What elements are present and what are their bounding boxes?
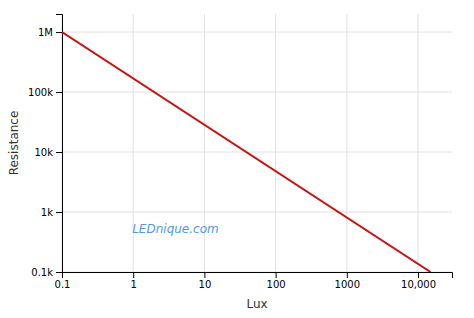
chart: 0.1 1 10 100 1000 10,000 0.1k 1k 10k 100k 1M LEDniq… [0,0,474,318]
y-tick-mark [56,152,62,153]
y-tick: 1k [41,207,62,218]
y-axis-line [56,15,63,273]
y-axis-title: Resistance [7,111,21,176]
grid [62,14,452,272]
y-tick: 0.1k [31,267,62,278]
y-tick-label: 0.1k [31,267,53,278]
x-tick-label: 10,000 [401,279,436,290]
y-axis: 0.1k 1k 10k 100k 1M [28,15,62,278]
y-tick-mark [56,92,62,93]
x-tick-label: 1000 [335,279,360,290]
y-tick-label: 1k [41,207,53,218]
marks [62,32,431,272]
x-tick: 1000 [335,272,360,290]
y-tick-label: 1M [38,27,53,38]
grid-line-x [275,14,276,272]
y-tick-mark [56,212,62,213]
grid-line-x [346,14,347,272]
x-axis-line [63,273,453,279]
x-tick-mark [133,272,134,278]
x-tick-mark [276,272,277,278]
x-tick-label: 1 [131,279,137,290]
y-tick: 10k [34,147,62,158]
grid-line-x [418,14,419,272]
x-tick-label: 100 [267,279,286,290]
data-line [62,32,431,272]
y-tick: 100k [28,87,62,98]
y-tick-mark [56,272,62,273]
x-tick: 0.1 [55,272,71,290]
x-tick: 10 [199,272,212,290]
plot-area: 0.1 1 10 100 1000 10,000 0.1k 1k 10k 100k 1M LEDniq… [28,14,452,290]
y-tick: 1M [38,27,62,38]
x-tick-label: 10 [199,279,212,290]
x-axis: 0.1 1 10 100 1000 10,000 [55,272,453,290]
x-tick-mark [418,272,419,278]
grid-line-y [62,32,452,33]
grid-line-y [62,92,452,93]
y-tick-label: 10k [34,147,53,158]
y-tick-label: 100k [28,87,53,98]
x-axis-title: Lux [246,297,267,311]
x-tick: 10,000 [401,272,436,290]
annotation: LEDnique.com [132,222,219,236]
grid-line-y [62,212,452,213]
grid-line-y [62,152,452,153]
x-tick-mark [347,272,348,278]
x-tick-mark [204,272,205,278]
x-tick: 1 [131,272,137,290]
x-tick: 100 [267,272,286,290]
x-tick-label: 0.1 [55,279,71,290]
y-tick-mark [56,32,62,33]
